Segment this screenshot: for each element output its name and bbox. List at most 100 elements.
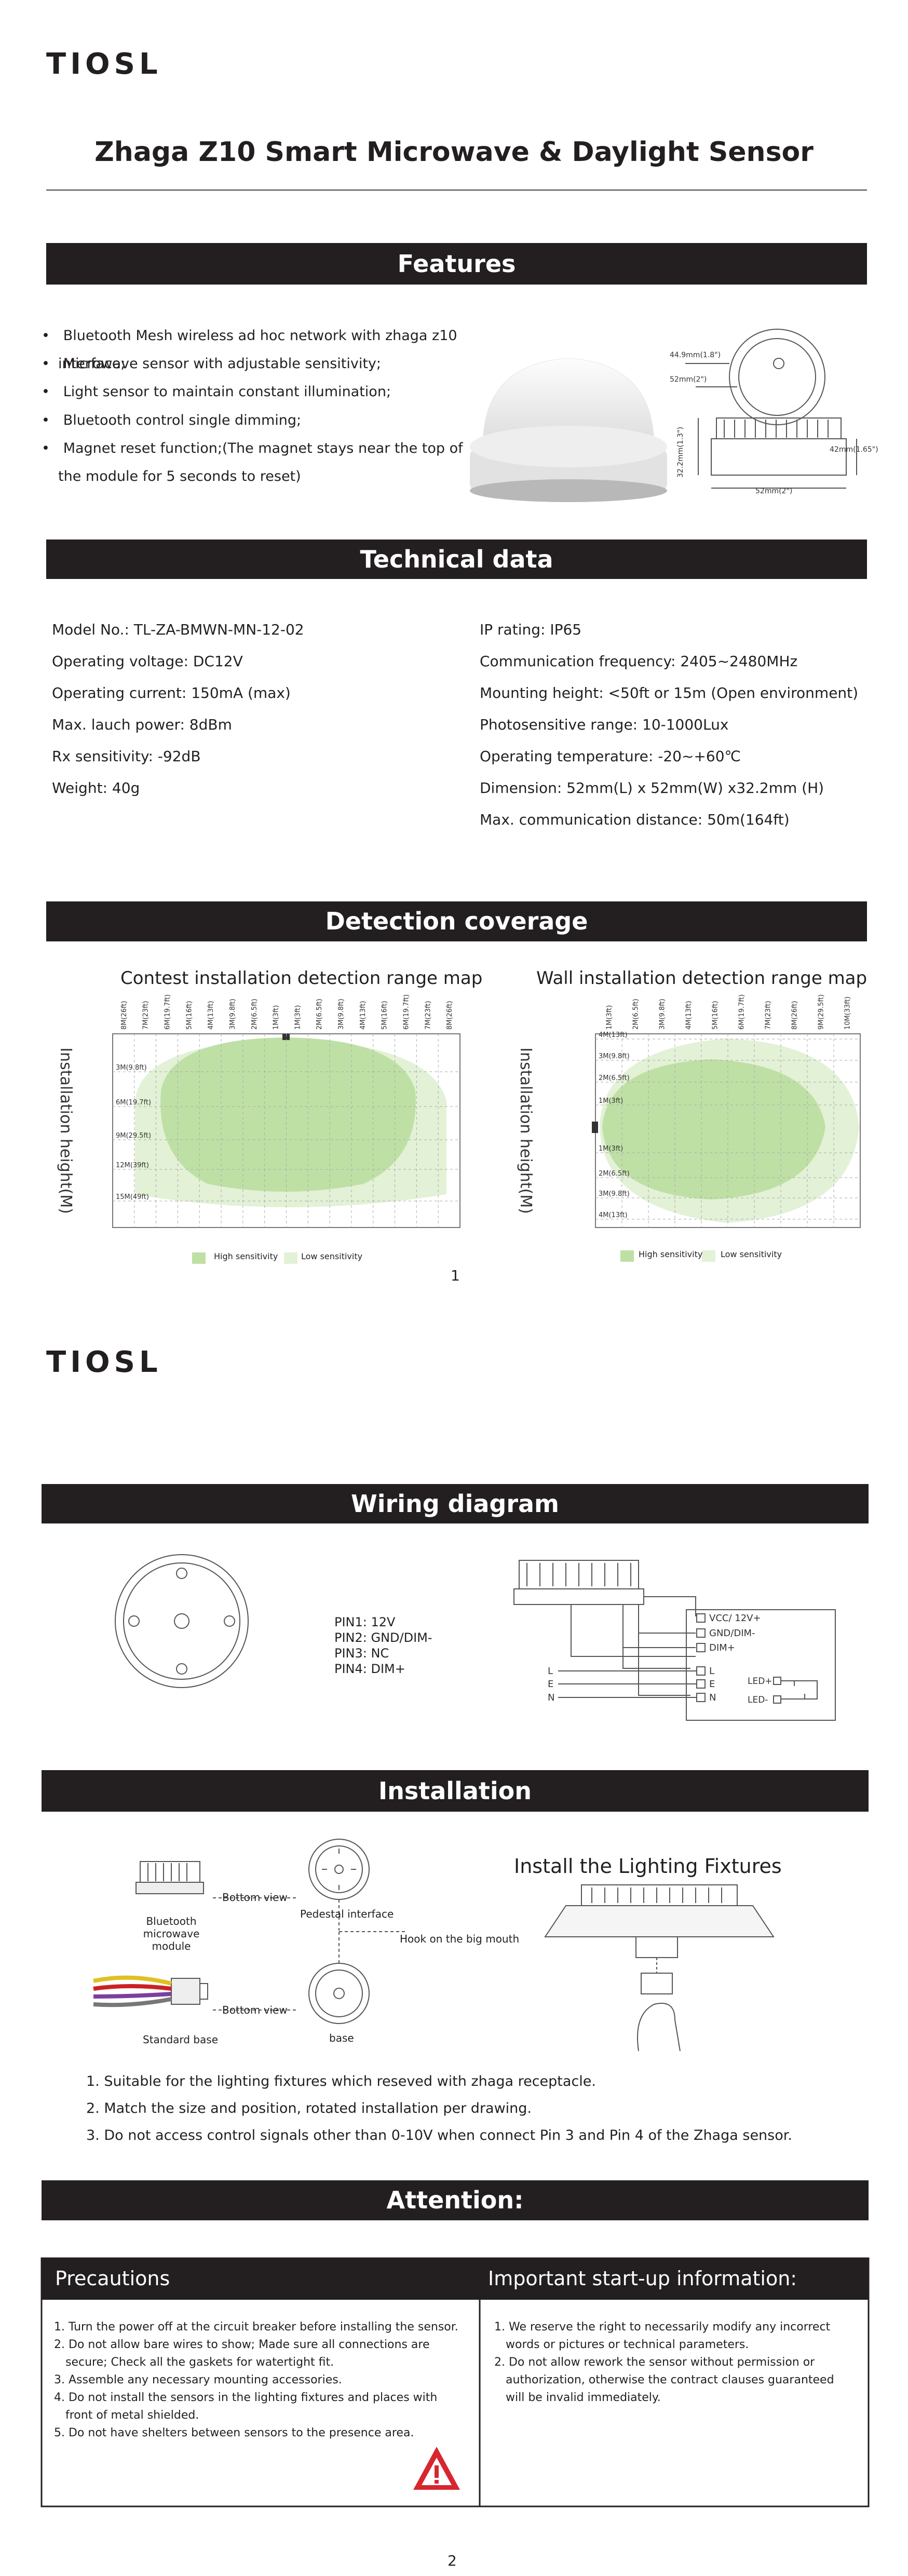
dimension-drawing — [685, 329, 857, 489]
y-label: 4M(13ft) — [599, 1031, 628, 1039]
dimension-label: 42mm(1.65") — [830, 446, 878, 454]
x-label: 4M(13ft) — [207, 1001, 215, 1030]
spec: Operating current: 150mA (max) — [52, 684, 291, 702]
section-heading: Detection coverage — [46, 901, 867, 941]
section-heading: Attention: — [42, 2180, 869, 2220]
label: Bottom view — [222, 1891, 288, 1904]
legend-swatch — [702, 1250, 715, 1262]
x-label: 4M(13ft) — [685, 1001, 693, 1030]
list-item: 3. Assemble any necessary mounting acces… — [54, 2373, 342, 2386]
terminal-label: E — [709, 1679, 715, 1690]
list-item: 2. Do not allow rework the sensor withou… — [494, 2356, 834, 2404]
coverage-map-left — [112, 1033, 460, 1228]
list: 1. We reserve the right to necessarily m… — [494, 2318, 852, 2407]
spec: Rx sensitivity: -92dB — [52, 748, 201, 765]
spec: Model No.: TL-ZA-BMWN-MN-12-02 — [52, 621, 304, 638]
label: Standard base — [143, 2033, 219, 2046]
x-label: 3M(9.8ft) — [229, 999, 237, 1030]
logo: TIOSL — [46, 1345, 162, 1379]
label: base — [329, 2032, 354, 2044]
spec: Operating temperature: -20~+60℃ — [480, 748, 741, 765]
spec: Mounting height: <50ft or 15m (Open envi… — [480, 684, 859, 702]
x-label: 8M(26ft) — [791, 1001, 799, 1030]
y-label: 3M(9.8ft) — [599, 1190, 630, 1198]
legend-label: Low sensitivity — [301, 1251, 363, 1261]
list-item: 2. Do not allow bare wires to show; Made… — [54, 2338, 430, 2369]
x-label: 8M(26ft) — [446, 1001, 454, 1030]
sensor-bottom — [115, 1554, 249, 1688]
terminal-label: VCC/ 12V+ — [709, 1613, 761, 1624]
page-number: 2 — [448, 2552, 457, 2569]
y-label: 1M(3ft) — [599, 1145, 623, 1153]
section-heading: Technical data — [46, 540, 867, 579]
x-label: 5M(16ft) — [712, 1001, 720, 1030]
y-label: 9M(29.5ft) — [116, 1132, 151, 1140]
list-item: 1. We reserve the right to necessarily m… — [494, 2321, 831, 2351]
label: Bluetooth microwave module — [143, 1915, 200, 1952]
x-label: 5M(16ft) — [381, 1001, 389, 1030]
logo: TIOSL — [46, 47, 162, 81]
legend-swatch — [620, 1250, 634, 1262]
led-label: LED- — [748, 1695, 768, 1705]
x-label: 7M(23ft) — [142, 1001, 150, 1030]
x-label: 8M(26ft) — [120, 1001, 128, 1030]
x-label: 3M(9.8ft) — [659, 999, 667, 1030]
x-label: 1M(3ft) — [294, 1005, 302, 1030]
installation-drawing — [93, 1839, 775, 2052]
dimension-label: 52mm(2") — [755, 487, 792, 495]
x-label: 3M(9.8ft) — [337, 999, 345, 1030]
x-label: 6M(19.7ft) — [402, 994, 410, 1030]
spec: Dimension: 52mm(L) x 52mm(W) x32.2mm (H) — [480, 779, 824, 797]
y-label: 3M(9.8ft) — [116, 1064, 147, 1072]
x-label: 2M(6.5ft) — [251, 999, 259, 1030]
y-label: 2M(6.5ft) — [599, 1170, 630, 1178]
legend-label: High sensitivity — [639, 1249, 703, 1259]
section-heading: Wiring diagram — [42, 1484, 869, 1523]
terminal-label: DIM+ — [709, 1642, 735, 1653]
list: 1. Turn the power off at the circuit bre… — [54, 2318, 464, 2442]
fixtures-title: Install the Lighting Fixtures — [514, 1855, 782, 1878]
dimension-label: 52mm(2") — [670, 375, 707, 384]
legend-label: High sensitivity — [214, 1251, 278, 1261]
x-label: 4M(13ft) — [359, 1001, 367, 1030]
step: 1. Suitable for the lighting fixtures wh… — [86, 2073, 596, 2089]
map-title: Wall installation detection range map — [536, 968, 868, 989]
terminal-label: N — [709, 1692, 716, 1703]
label: Bottom view — [222, 2004, 288, 2016]
pin-label: PIN4: DIM+ — [334, 1662, 405, 1676]
y-label: 12M(39ft) — [116, 1162, 149, 1169]
list-item: 5. Do not have shelters between sensors … — [54, 2426, 414, 2439]
feature-item: • Bluetooth Mesh wireless ad hoc network… — [42, 328, 457, 372]
x-label: 2M(6.5ft) — [316, 999, 323, 1030]
y-label: 1M(3ft) — [599, 1097, 623, 1105]
product-image — [470, 358, 667, 502]
y-label: 3M(9.8ft) — [599, 1053, 630, 1060]
x-label: 7M(23ft) — [765, 1001, 773, 1030]
x-label: 2M(6.5ft) — [632, 999, 640, 1030]
map-title: Contest installation detection range map — [120, 968, 483, 989]
list-item: 4. Do not install the sensors in the lig… — [54, 2391, 438, 2422]
terminal-label: L — [709, 1666, 714, 1677]
spec: Operating voltage: DC12V — [52, 653, 243, 670]
step: 2. Match the size and position, rotated … — [86, 2100, 532, 2116]
legend-swatch — [192, 1252, 206, 1264]
x-label: 6M(19.7ft) — [164, 994, 172, 1030]
spec: IP rating: IP65 — [480, 621, 582, 638]
pin-label: PIN1: 12V — [334, 1615, 396, 1629]
terminal-label: GND/DIM- — [709, 1628, 755, 1639]
y-label: 2M(6.5ft) — [599, 1074, 630, 1082]
feature-item: • Light sensor to maintain constant illu… — [42, 384, 391, 400]
feature-item: • Microwave sensor with adjustable sensi… — [42, 356, 381, 372]
y-label: 6M(19.7ft) — [116, 1099, 151, 1107]
led-label: LED+ — [748, 1676, 773, 1687]
label: Hook on the big mouth — [400, 1933, 520, 1945]
label: Pedestal interface — [300, 1908, 394, 1920]
step: 3. Do not access control signals other t… — [86, 2127, 792, 2143]
box-title: Important start-up information: — [488, 2267, 797, 2290]
box-title: Precautions — [55, 2267, 170, 2290]
page-number: 1 — [451, 1267, 460, 1284]
spec: Max. communication distance: 50m(164ft) — [480, 811, 790, 828]
x-label: 1M(3ft) — [273, 1005, 280, 1030]
